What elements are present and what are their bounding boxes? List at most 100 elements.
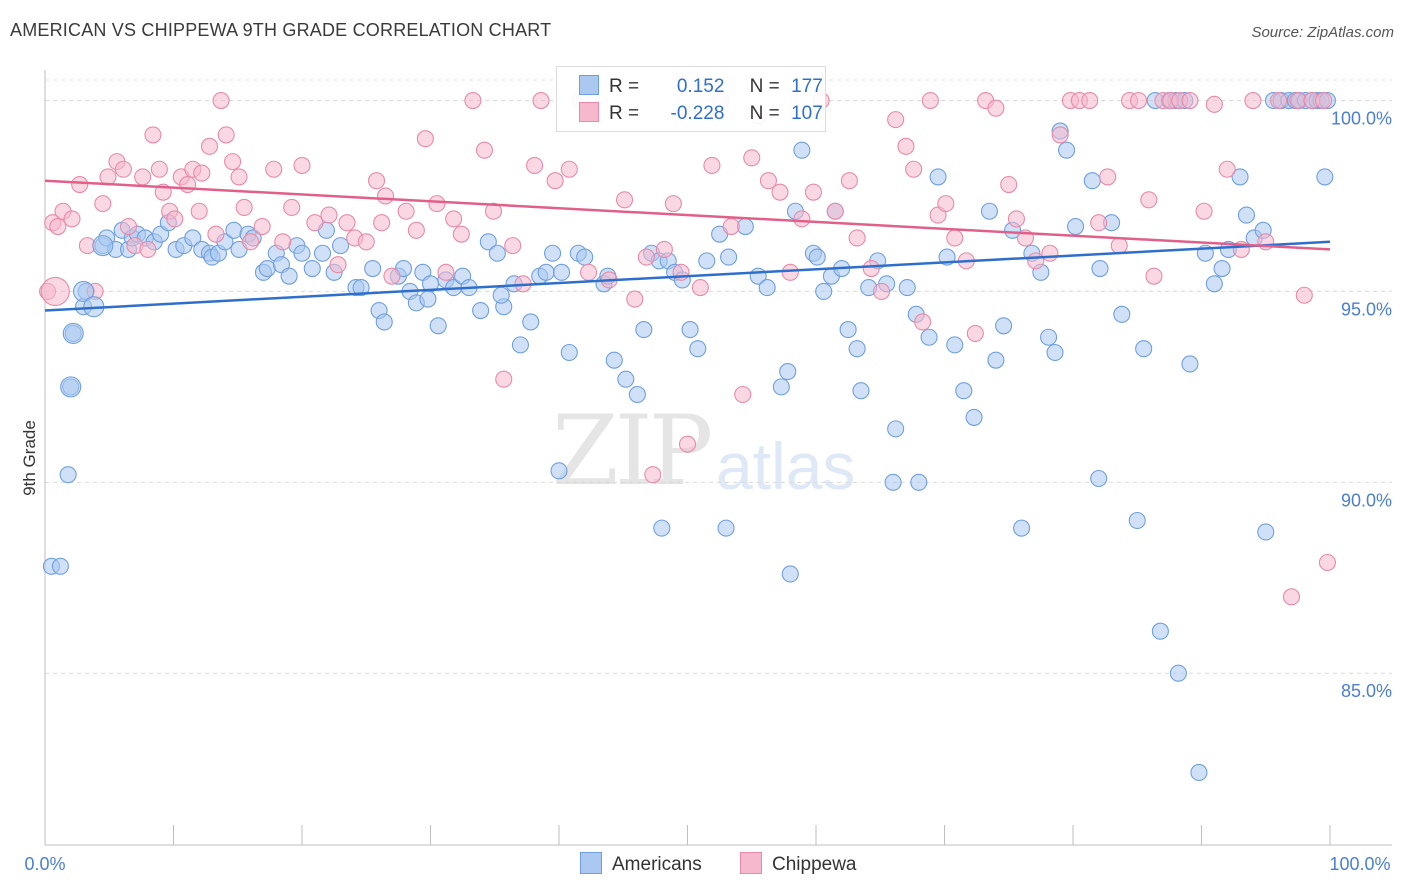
americans-point bbox=[1151, 622, 1169, 640]
chippewa-point bbox=[1315, 91, 1333, 110]
chippewa-point bbox=[703, 156, 721, 174]
americans-point bbox=[1135, 340, 1153, 358]
chippewa-point bbox=[464, 91, 482, 110]
chippewa-point bbox=[1295, 286, 1313, 304]
americans-point bbox=[681, 321, 699, 339]
chippewa-point bbox=[504, 237, 522, 255]
americans-point bbox=[689, 340, 707, 358]
americans-point bbox=[884, 473, 902, 491]
americans-point bbox=[980, 202, 999, 220]
chippewa-point bbox=[217, 126, 235, 144]
chippewa-point bbox=[230, 168, 248, 186]
chippewa-n-label: N = bbox=[749, 103, 780, 124]
chippewa-point bbox=[373, 214, 391, 232]
americans-point bbox=[258, 259, 276, 278]
americans-point bbox=[553, 263, 571, 281]
americans-trend-line bbox=[44, 240, 1331, 312]
chippewa-point bbox=[966, 324, 984, 342]
chippewa-point bbox=[734, 385, 752, 404]
americans-point-large bbox=[60, 376, 82, 398]
americans-point bbox=[1013, 519, 1031, 537]
americans-point bbox=[472, 301, 490, 320]
americans-point bbox=[331, 237, 350, 255]
americans-point bbox=[314, 244, 332, 262]
americans-r-label: R = bbox=[609, 76, 640, 97]
chippewa-point bbox=[235, 198, 253, 216]
americans-point bbox=[576, 248, 594, 266]
chippewa-point bbox=[207, 225, 225, 243]
chippewa-point bbox=[407, 221, 425, 239]
americans-point bbox=[617, 370, 635, 388]
chippewa-point bbox=[1181, 91, 1199, 110]
chippewa-point bbox=[1051, 126, 1069, 144]
americans-point bbox=[364, 259, 382, 278]
americans-point bbox=[544, 244, 562, 262]
chippewa-point bbox=[560, 160, 578, 178]
y-tick-label: 95.0% bbox=[1341, 299, 1392, 319]
data-points bbox=[39, 91, 1336, 782]
chippewa-point bbox=[265, 160, 283, 178]
chippewa-point bbox=[1007, 210, 1026, 228]
americans-point bbox=[537, 263, 555, 281]
chippewa-point bbox=[532, 91, 550, 110]
y-tick-label: 90.0% bbox=[1341, 490, 1392, 510]
chippewa-point bbox=[1282, 588, 1300, 606]
americans-point bbox=[1083, 172, 1101, 190]
americans-legend-label: Americans bbox=[612, 854, 702, 875]
americans-point bbox=[1058, 141, 1076, 159]
chippewa-point bbox=[848, 229, 866, 247]
americans-point bbox=[815, 282, 833, 300]
americans-point-large bbox=[62, 322, 84, 344]
chippewa-legend-swatch bbox=[740, 852, 762, 874]
americans-point bbox=[910, 473, 928, 491]
legend-item-americans[interactable]: Americans bbox=[580, 852, 702, 876]
chippewa-point bbox=[678, 435, 697, 453]
americans-point bbox=[492, 286, 510, 304]
chippewa-point bbox=[655, 240, 673, 258]
chippewa-point bbox=[1099, 168, 1117, 186]
americans-point bbox=[717, 519, 735, 537]
americans-point bbox=[225, 221, 243, 239]
americans-point bbox=[1213, 259, 1231, 278]
chippewa-point bbox=[49, 217, 67, 236]
chippewa-point bbox=[1110, 237, 1128, 255]
chippewa-point bbox=[691, 279, 709, 297]
chippewa-point-large bbox=[40, 276, 70, 306]
americans-point bbox=[635, 321, 653, 339]
americans-point bbox=[653, 519, 671, 537]
americans-point bbox=[1237, 206, 1256, 224]
chippewa-point bbox=[253, 217, 271, 236]
americans-point bbox=[1046, 343, 1064, 362]
americans-point bbox=[1316, 168, 1334, 186]
chippewa-point bbox=[329, 256, 347, 274]
chippewa-point bbox=[383, 267, 401, 285]
americans-point bbox=[808, 248, 826, 266]
americans-point bbox=[1190, 763, 1208, 782]
americans-point bbox=[887, 420, 905, 438]
americans-point bbox=[987, 351, 1005, 369]
americans-point bbox=[793, 141, 811, 159]
chippewa-point bbox=[242, 233, 260, 251]
chippewa-point bbox=[781, 263, 799, 281]
chippewa-point bbox=[452, 225, 470, 243]
source-label: Source: ZipAtlas.com bbox=[1251, 24, 1394, 41]
chippewa-point bbox=[428, 195, 446, 213]
chippewa-point bbox=[743, 149, 761, 167]
chippewa-point bbox=[200, 137, 219, 155]
americans-point bbox=[550, 462, 568, 480]
chippewa-point bbox=[63, 210, 81, 228]
chippewa-legend-label: Chippewa bbox=[772, 854, 857, 875]
americans-point bbox=[965, 408, 983, 426]
chippewa-point bbox=[139, 240, 157, 258]
chippewa-point bbox=[897, 137, 915, 155]
legend-row-chippewa: R = -0.228 N = 107 bbox=[579, 101, 823, 127]
chippewa-point bbox=[71, 175, 89, 194]
americans-point bbox=[779, 363, 797, 381]
chippewa-point bbox=[637, 248, 655, 266]
chippewa-point bbox=[1081, 91, 1099, 110]
legend-item-chippewa[interactable]: Chippewa bbox=[740, 852, 857, 876]
stats-legend: R = 0.152 N = 177 R = -0.228 N = 107 bbox=[556, 66, 826, 132]
americans-point bbox=[781, 565, 799, 583]
chippewa-point bbox=[495, 370, 513, 388]
